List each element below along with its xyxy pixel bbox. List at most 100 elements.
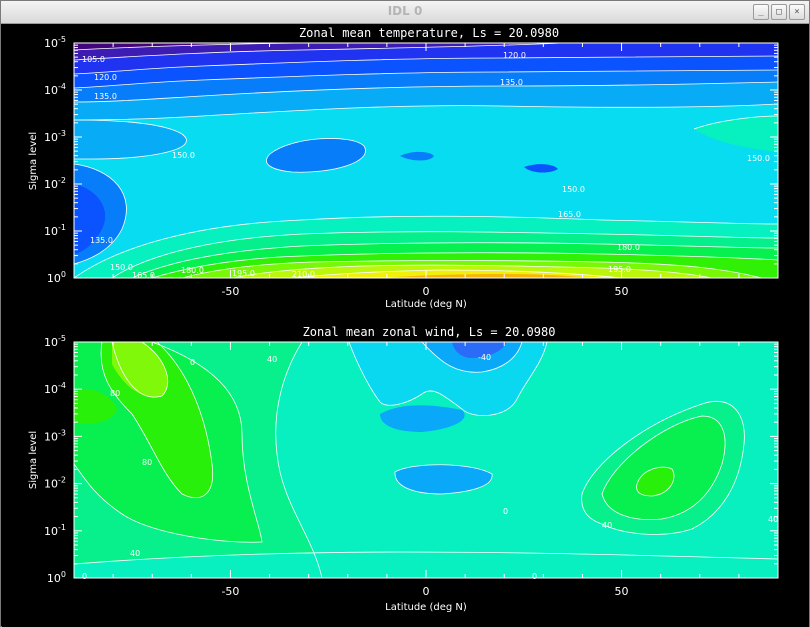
temp-contour-label: 195.0 — [608, 265, 631, 274]
wind-fill-bottom — [74, 552, 778, 578]
temp-fill-cold-blob-3 — [524, 164, 558, 173]
wind-line-11 — [74, 551, 778, 565]
temp-line-12 — [111, 231, 778, 278]
temp-fill-left-blob — [74, 120, 187, 159]
window-controls: _ □ × — [753, 4, 805, 20]
temp-contour-label: 210.0 — [292, 270, 315, 279]
window-title: IDL 0 — [387, 4, 423, 18]
window-titlebar[interactable]: IDL 0 _ □ × — [1, 1, 809, 24]
minimize-icon[interactable]: _ — [753, 4, 769, 20]
wind-fill-east-blob — [394, 464, 493, 494]
y-tick-label: 10-2 — [44, 476, 66, 491]
wind-contour-label: 40 — [130, 549, 140, 558]
temp-line-2 — [74, 43, 563, 61]
temperature-contour-labels: 105.0 120.0 120.0 135.0 135.0 150.0 150.… — [82, 51, 770, 280]
wind-contour-fill — [74, 342, 778, 578]
plot-canvas: Zonal mean temperature, Ls = 20.0980 — [2, 24, 809, 627]
temp-line-5 — [74, 81, 778, 103]
temp-contour-label: 135.0 — [94, 92, 117, 101]
temp-contour-label: 120.0 — [503, 51, 526, 60]
wind-xlabel: Latitude (deg N) — [385, 602, 467, 613]
x-tick-label: 0 — [423, 285, 430, 298]
temp-line-7 — [74, 119, 187, 160]
plots-svg: Zonal mean temperature, Ls = 20.0980 — [28, 26, 779, 613]
y-tick-label: 10-1 — [44, 523, 66, 538]
temp-line-11 — [74, 215, 778, 278]
temp-line-16 — [231, 264, 713, 278]
wind-contour-label: -40 — [478, 353, 491, 362]
wind-fill-east-20-a — [380, 405, 465, 432]
y-tick-label: 10-1 — [44, 223, 66, 238]
temp-line-17 — [291, 269, 623, 278]
wind-line-5 — [348, 342, 548, 416]
temperature-xlabel: Latitude (deg N) — [385, 299, 467, 310]
temp-line-15 — [181, 260, 763, 278]
close-icon[interactable]: × — [789, 4, 805, 20]
temp-contour-label: 195.0 — [232, 269, 255, 278]
wind-contour-lines — [74, 342, 778, 578]
y-tick-label: 10-5 — [44, 35, 66, 50]
temp-contour-label: 165.0 — [558, 210, 581, 219]
y-tick-label: 10-2 — [44, 176, 66, 191]
y-tick-label: 10-3 — [44, 129, 66, 144]
temp-fill-band-100 — [74, 43, 302, 50]
temp-contour-label: 135.0 — [90, 236, 113, 245]
temp-fill-cold-blob-2 — [400, 151, 434, 161]
wind-chart-title: Zonal mean zonal wind, Ls = 20.0980 — [303, 325, 556, 339]
temp-contour-label: 150.0 — [110, 263, 133, 272]
wind-line-3 — [100, 342, 214, 499]
wind-axes: -50 0 50 10-5 10-4 10-3 10-2 10-1 100 — [44, 334, 779, 598]
x-tick-label: -50 — [221, 585, 239, 598]
temp-line-8 — [74, 163, 127, 265]
wind-contour-label: 0 — [190, 358, 195, 367]
wind-line-9 — [601, 415, 726, 520]
temp-line-13 — [131, 242, 778, 278]
wind-line-4 — [111, 342, 169, 398]
wind-contour-label: 40 — [768, 515, 778, 524]
wind-line-8 — [581, 401, 745, 535]
temperature-contour-fill — [74, 43, 778, 278]
temp-contour-label: 120.0 — [94, 73, 117, 82]
temp-contour-label: 150.0 — [172, 151, 195, 160]
wind-line-1 — [275, 342, 323, 578]
wind-contour-label: 0 — [82, 572, 87, 581]
temp-line-4 — [74, 69, 778, 89]
wind-contour-labels: -40 80 40 40 80 0 0 40 40 0 0 — [82, 353, 778, 581]
temp-line-14 — [151, 252, 778, 278]
wind-line-10 — [636, 466, 675, 497]
temp-contour-label: 105.0 — [82, 55, 105, 64]
y-tick-label: 100 — [47, 570, 66, 585]
temp-contour-label: 135.0 — [500, 78, 523, 87]
temp-fill-right-blob — [694, 116, 778, 152]
maximize-icon[interactable]: □ — [771, 4, 787, 20]
wind-line-6 — [421, 342, 523, 373]
x-tick-label: -50 — [221, 285, 239, 298]
wind-contour-label: 80 — [110, 389, 120, 398]
wind-contour-label: 40 — [602, 521, 612, 530]
temp-fill-band-105 — [74, 43, 562, 60]
wind-fill-west-80-left — [74, 389, 117, 424]
temp-contour-label: 180.0 — [617, 243, 640, 252]
temp-line-10 — [693, 115, 778, 130]
y-tick-label: 10-3 — [44, 428, 66, 443]
temperature-ylabel: Sigma level — [28, 132, 39, 190]
wind-fill-north-80 — [636, 467, 674, 496]
wind-fill-west-100 — [112, 342, 168, 398]
temp-fill-cold-blob-1 — [266, 138, 366, 173]
temperature-chart-title: Zonal mean temperature, Ls = 20.0980 — [299, 26, 559, 40]
wind-contour-label: 80 — [142, 458, 152, 467]
temp-line-3 — [74, 55, 778, 75]
temp-contour-label: 150.0 — [562, 185, 585, 194]
temp-contour-label: 150.0 — [747, 154, 770, 163]
temp-line-6 — [74, 103, 778, 121]
temp-fill-warm-blob — [580, 108, 608, 119]
x-tick-label: 50 — [615, 285, 629, 298]
wind-line-2 — [74, 342, 263, 543]
wind-contour-label: 0 — [503, 507, 508, 516]
wind-contour-label: 0 — [532, 572, 537, 581]
x-tick-label: 0 — [423, 585, 430, 598]
wind-contour-label: 40 — [267, 355, 277, 364]
x-tick-label: 50 — [615, 585, 629, 598]
y-tick-label: 10-4 — [44, 82, 66, 97]
